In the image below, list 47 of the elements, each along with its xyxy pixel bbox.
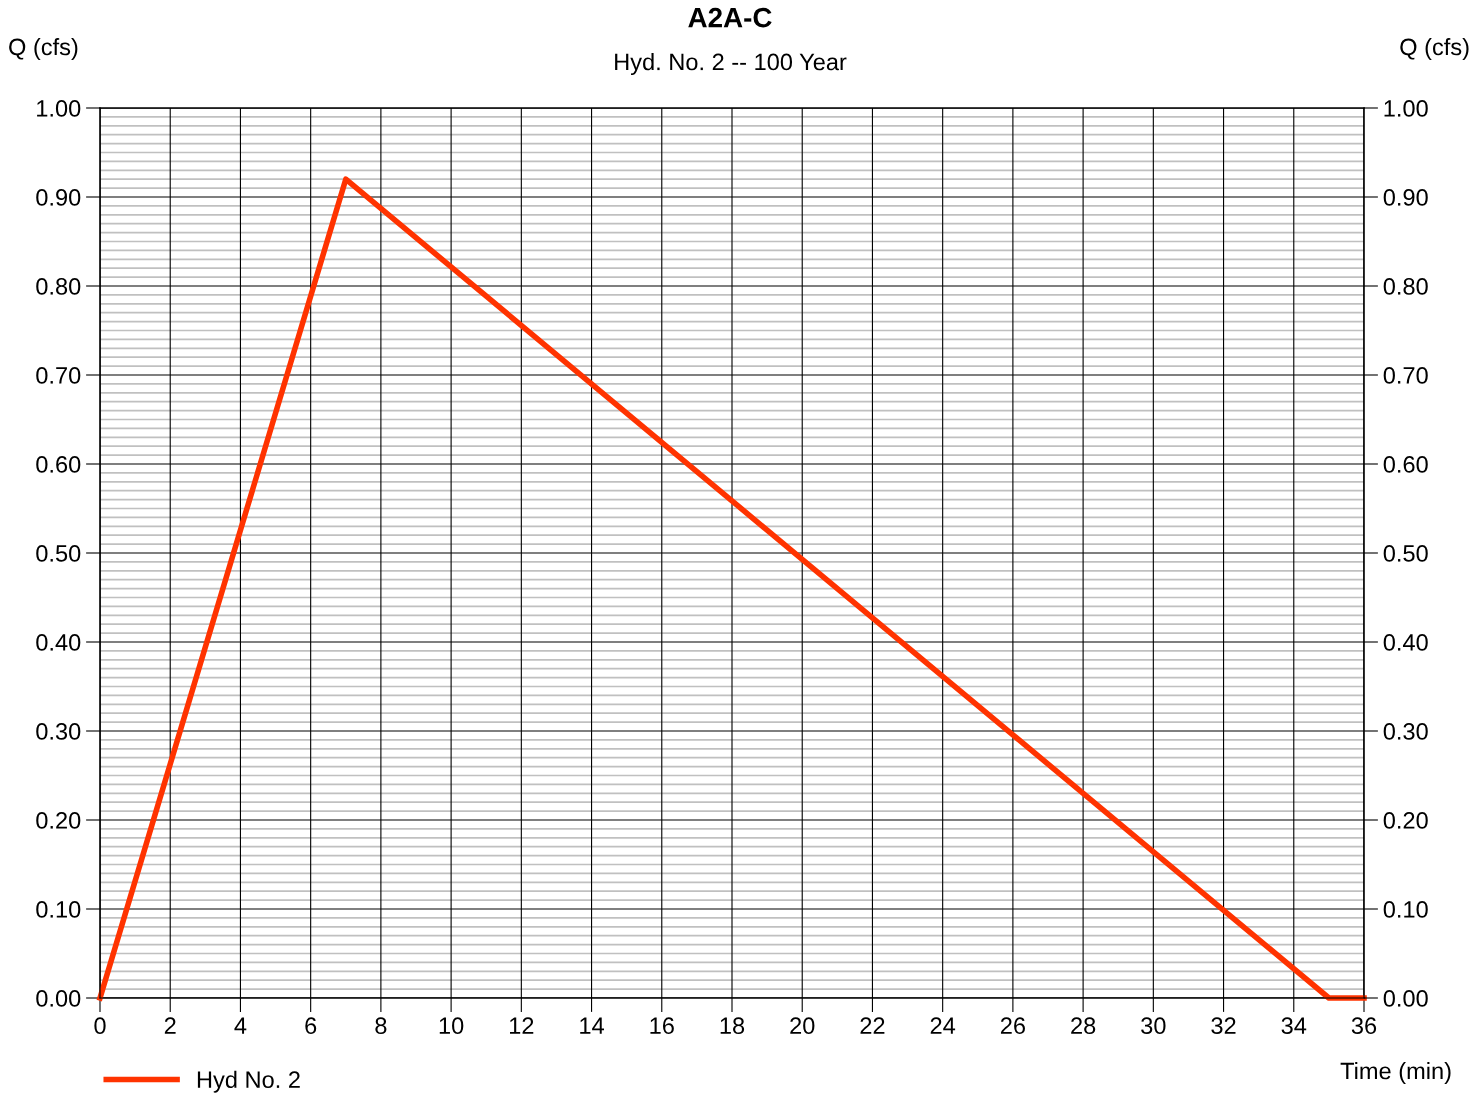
y-tick-label: 0.80 [36,278,81,295]
x-tick-label: 4 [234,1017,247,1034]
y-tick-label: 0.10 [36,901,81,918]
x-tick-label: 18 [720,1017,745,1035]
x-tick-label: 32 [1211,1017,1236,1035]
x-tick-label: 8 [375,1017,387,1035]
y2-tick-label: 0.90 [1383,189,1428,206]
y-tick-label: 0.30 [36,723,81,740]
x-tick-label: 0 [94,1017,106,1035]
y-axis-title: Q (cfs) [9,38,78,60]
x-tick-label: 26 [1000,1017,1025,1035]
x-tick-label: 12 [510,1017,534,1034]
chart-subtitle: Hyd. No. 2 -- 100 Year [615,53,847,76]
x-tick-label: 2 [164,1017,176,1034]
y2-tick-label: 0.20 [1383,812,1428,829]
x-tick-label: 36 [1351,1017,1377,1035]
y-tick-label: 0.70 [36,367,81,384]
x-tick-label: 16 [650,1017,674,1035]
y-tick-label: 1.00 [37,100,81,117]
x-tick-label: 20 [790,1017,815,1035]
y2-tick-label: 0.80 [1383,278,1428,295]
y2-tick-label: 0.00 [1383,990,1428,1007]
x-tick-label: 30 [1141,1017,1166,1035]
x-tick-label: 34 [1281,1017,1307,1035]
y-tick-label: 0.40 [36,634,81,651]
legend-label: Hyd No. 2 [197,1070,300,1093]
y-tick-label: 0.00 [36,990,81,1007]
y-tick-label: 0.50 [36,545,81,562]
x-axis-title: Time (min) [1340,1061,1451,1084]
x-tick-label: 24 [930,1017,956,1034]
y2-tick-label: 0.60 [1383,456,1428,473]
y2-tick-label: 0.30 [1383,723,1428,740]
x-tick-label: 10 [439,1017,464,1035]
y2-tick-label: 1.00 [1384,100,1428,117]
y2-tick-label: 0.40 [1383,634,1428,651]
chart-title: A2A-C [688,7,772,28]
y2-tick-label: 0.70 [1383,367,1428,384]
y2-tick-label: 0.50 [1383,545,1428,562]
y-tick-label: 0.20 [36,812,81,829]
x-tick-label: 22 [860,1017,885,1034]
x-tick-label: 6 [305,1017,317,1035]
y2-tick-label: 0.10 [1383,901,1428,918]
y2-axis-title: Q (cfs) [1400,38,1469,60]
y-tick-label: 0.90 [36,189,81,206]
y-tick-label: 0.60 [36,456,81,473]
x-tick-label: 28 [1071,1017,1096,1035]
x-tick-label: 14 [580,1017,604,1034]
